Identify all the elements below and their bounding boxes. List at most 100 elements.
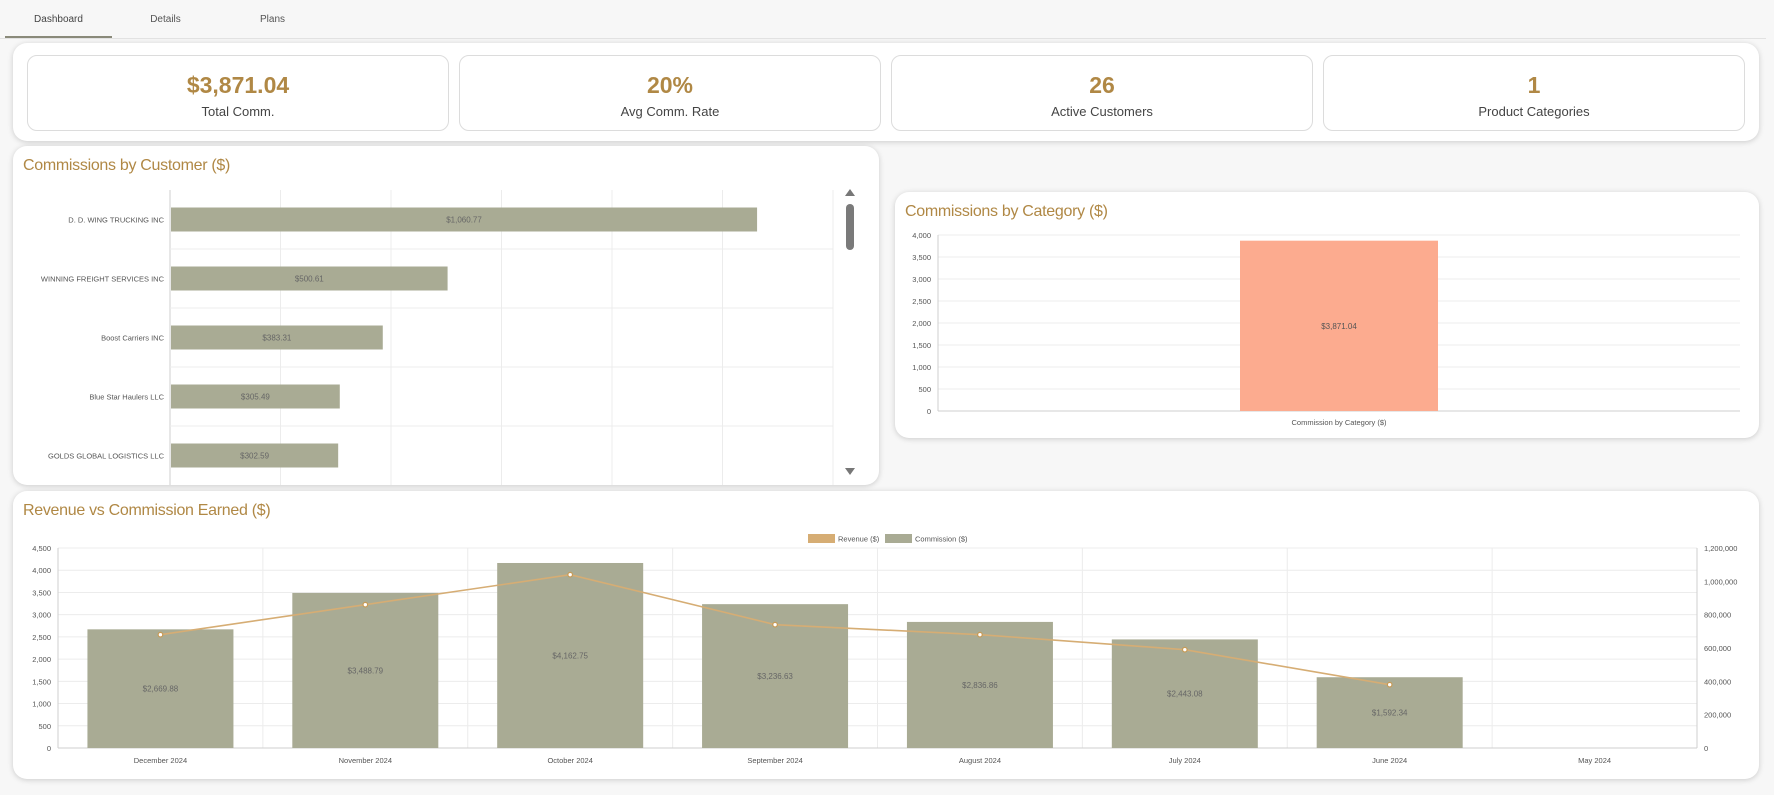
x-tick-label: May 2024 xyxy=(1578,756,1611,765)
revenue-point xyxy=(772,621,778,628)
revenue-point xyxy=(1181,646,1188,653)
kpi-total-commission: $3,871.04 Total Comm. xyxy=(27,55,449,131)
y-left-tick-label: 0 xyxy=(47,744,51,753)
bar xyxy=(1240,240,1438,411)
bar xyxy=(171,443,339,468)
bar-value-label: $4,162.75 xyxy=(552,651,588,660)
x-tick-label: July 2024 xyxy=(1169,756,1201,765)
y-right-tick-label: 200,000 xyxy=(1704,711,1731,720)
revenue-point xyxy=(1386,681,1393,688)
y-tick-label: 3,500 xyxy=(912,253,931,262)
bar xyxy=(171,207,758,232)
category-tick-label: WINNING FREIGHT SERVICES INC xyxy=(41,275,165,284)
revenue-point xyxy=(977,631,983,638)
bar xyxy=(702,604,849,748)
category-commission-card: Commissions by Category ($) 0 500 1,000 1,5… xyxy=(895,192,1759,438)
y-right-tick-label: 1,000,000 xyxy=(1704,577,1737,586)
revenue-point xyxy=(362,601,369,608)
chart-title: Commissions by Category ($) xyxy=(905,203,1108,220)
y-right-tick-label: 1,200,000 xyxy=(1704,544,1737,553)
bar-value-label: $1,060.77 xyxy=(446,216,482,225)
legend-swatch-revenue xyxy=(808,534,835,543)
y-tick-label: 2,500 xyxy=(912,297,931,306)
x-tick-label: August 2024 xyxy=(959,756,1001,765)
y-left-tick-label: 3,000 xyxy=(32,611,51,620)
bar xyxy=(497,562,644,748)
kpi-value: $3,871.04 xyxy=(186,72,290,98)
bar-value-label: $2,669.88 xyxy=(143,685,179,694)
x-tick-label: September 2024 xyxy=(747,756,802,765)
y-right-tick-label: 600,000 xyxy=(1704,644,1731,653)
y-tick-label: 3,000 xyxy=(912,275,931,284)
bar-value-label: $305.49 xyxy=(241,393,270,402)
chart-scrollbar[interactable] xyxy=(842,188,858,478)
x-tick-label: October 2024 xyxy=(547,756,592,765)
customer-commission-chart: D. D. WING TRUCKING INC $1,060.77 WINNING … xyxy=(41,190,834,485)
bar-value-label: $3,871.04 xyxy=(1321,322,1357,331)
y-tick-label: 4,000 xyxy=(912,231,931,240)
bar-value-label: $500.61 xyxy=(295,275,324,284)
kpi-product-categories: 1 Product Categories xyxy=(1323,55,1745,131)
chart-title: Revenue vs Commission Earned ($) xyxy=(23,502,271,519)
legend-label-revenue: Revenue ($) xyxy=(838,535,880,544)
kpi-active-customers: 26 Active Customers xyxy=(891,55,1313,131)
bar-value-label: $383.31 xyxy=(262,334,291,343)
y-right-tick-label: 0 xyxy=(1704,744,1708,753)
y-right-tick-label: 800,000 xyxy=(1704,611,1731,620)
scroll-up-arrow-icon[interactable] xyxy=(845,189,855,196)
bar-value-label: $3,488.79 xyxy=(348,666,384,675)
kpi-panel: $3,871.04 Total Comm. 20% Avg Comm. Rate… xyxy=(13,43,1759,141)
revenue-point xyxy=(157,631,164,638)
kpi-avg-commission-rate: 20% Avg Comm. Rate xyxy=(459,55,881,131)
bar-value-label: $3,236.63 xyxy=(757,672,793,681)
y-left-tick-label: 4,500 xyxy=(32,544,51,553)
y-right-tick-label: 400,000 xyxy=(1704,677,1731,686)
x-tick-label: December 2024 xyxy=(134,756,187,765)
scroll-down-arrow-icon[interactable] xyxy=(845,468,855,475)
y-left-tick-label: 1,500 xyxy=(32,677,51,686)
y-left-tick-label: 2,500 xyxy=(32,633,51,642)
bar xyxy=(171,384,340,409)
bar xyxy=(906,621,1053,748)
y-tick-label: 1,500 xyxy=(912,341,931,350)
kpi-label: Active Customers xyxy=(1051,104,1153,119)
y-left-tick-label: 500 xyxy=(38,722,51,731)
x-tick-label: June 2024 xyxy=(1372,756,1407,765)
bar-value-label: $302.59 xyxy=(240,452,269,461)
bar xyxy=(87,629,234,748)
bar xyxy=(292,592,439,748)
category-tick-label: D. D. WING TRUCKING INC xyxy=(68,216,164,225)
revenue-point xyxy=(567,571,574,578)
x-tick-label: November 2024 xyxy=(339,756,392,765)
category-commission-chart: 0 500 1,000 1,500 2,000 2,500 3,000 3,500 4,000 $… xyxy=(912,231,1740,427)
tab-bar: Dashboard Details Plans xyxy=(0,0,1766,39)
y-tick-label: 0 xyxy=(927,407,931,416)
category-tick-label: Boost Carriers INC xyxy=(101,334,165,343)
legend-swatch-commission xyxy=(885,534,912,543)
y-tick-label: 500 xyxy=(918,385,931,394)
x-tick-label: Commission by Category ($) xyxy=(1291,418,1387,427)
bar-value-label: $2,443.08 xyxy=(1167,690,1203,699)
bar-value-label: $1,592.34 xyxy=(1372,709,1408,718)
y-left-tick-label: 4,000 xyxy=(32,566,51,575)
scrollbar-thumb[interactable] xyxy=(846,204,854,250)
tab-dashboard[interactable]: Dashboard xyxy=(5,0,112,38)
bar xyxy=(1316,677,1463,748)
chart-title: Commissions by Customer ($) xyxy=(23,157,231,174)
kpi-value: 26 xyxy=(1089,72,1115,98)
kpi-value: 1 xyxy=(1527,72,1541,98)
y-left-tick-label: 3,500 xyxy=(32,588,51,597)
revenue-commission-chart: Revenue ($) Commission ($) 0 500 1,000 1,500 2… xyxy=(32,534,1737,765)
bar-value-label: $2,836.86 xyxy=(962,681,998,690)
tab-details[interactable]: Details xyxy=(150,14,181,25)
kpi-label: Total Comm. xyxy=(201,104,275,119)
legend-label-commission: Commission ($) xyxy=(915,535,968,544)
y-tick-label: 1,000 xyxy=(912,363,931,372)
kpi-label: Product Categories xyxy=(1478,104,1590,119)
customer-commission-card: Commissions by Customer ($) D. D. WING T… xyxy=(13,146,879,485)
category-tick-label: GOLDS GLOBAL LOGISTICS LLC xyxy=(48,452,165,461)
kpi-value: 20% xyxy=(646,72,694,98)
y-left-tick-label: 2,000 xyxy=(32,655,51,664)
revenue-commission-card: Revenue vs Commission Earned ($) Revenue… xyxy=(13,491,1759,779)
tab-plans[interactable]: Plans xyxy=(259,14,285,25)
